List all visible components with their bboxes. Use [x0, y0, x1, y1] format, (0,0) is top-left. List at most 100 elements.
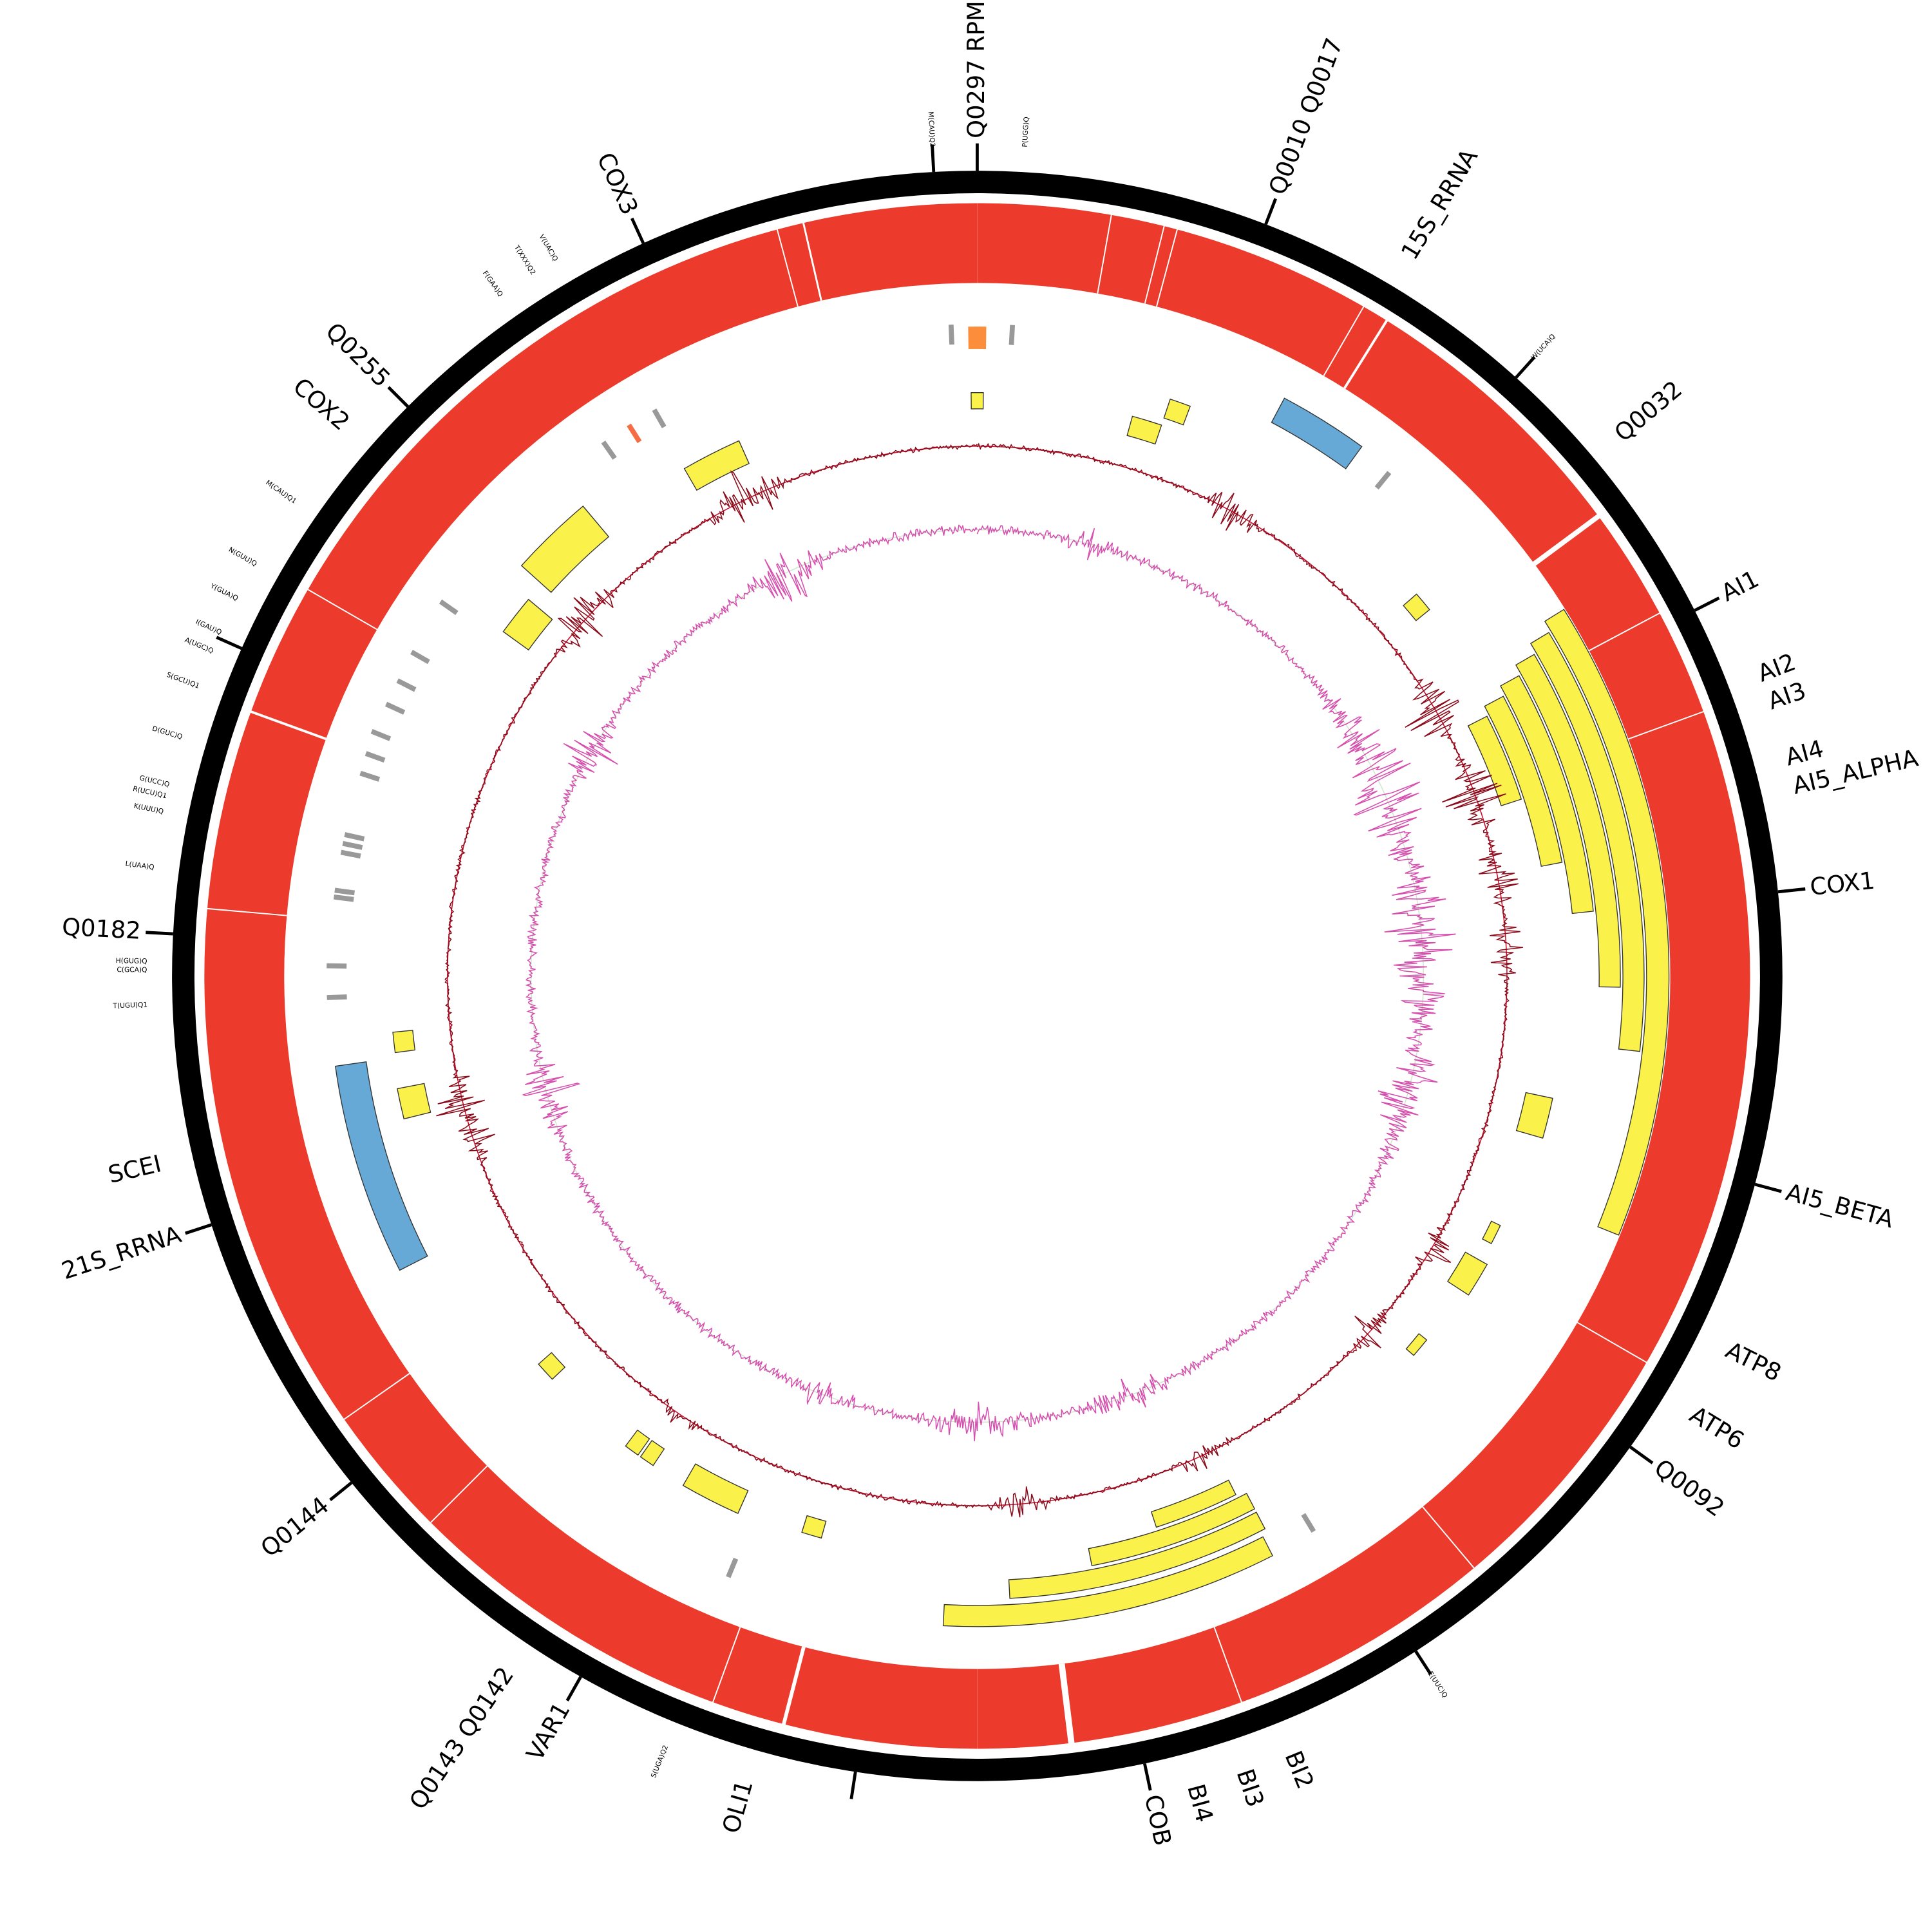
position-tick: [1694, 596, 1720, 612]
feature-block: [502, 598, 553, 651]
trna-dash: [327, 994, 347, 1000]
position-tick: [329, 1481, 353, 1502]
coverage-gap: [307, 588, 377, 630]
feature-block: [1150, 1479, 1236, 1528]
position-tick: [216, 636, 243, 650]
trna-dash: [410, 650, 430, 665]
feature-block: [683, 440, 750, 491]
trna-dash: [333, 894, 354, 902]
coverage-gap: [781, 1646, 806, 1726]
feature-block: [1126, 415, 1162, 445]
feature-block: [1405, 1332, 1428, 1356]
feature-block: [1403, 593, 1430, 621]
position-tick: [146, 931, 173, 936]
coverage-gap: [776, 228, 799, 307]
feature-block: [392, 1030, 416, 1054]
trna-label: L(UAA)Q: [125, 859, 155, 871]
rrna-block: [334, 1061, 428, 1271]
coverage-gap: [1323, 305, 1365, 377]
gene-label: Q0182: [61, 913, 142, 945]
gene-label: Q0297 RPM1: [962, 0, 990, 138]
coverage-gap: [1589, 612, 1662, 652]
trna-dash: [396, 678, 417, 692]
orange-block: [968, 327, 987, 350]
coverage-gap: [205, 907, 287, 916]
trna-dash: [334, 887, 355, 896]
trna-label: H(GUG)Q: [116, 956, 147, 965]
feature-block: [801, 1515, 827, 1539]
coverage-gap: [1422, 1506, 1475, 1569]
feature-block: [1008, 1511, 1266, 1599]
trna-dash: [601, 440, 617, 460]
trna-dash: [948, 324, 954, 345]
coverage-gap: [1213, 1627, 1243, 1704]
trna-dash: [344, 832, 365, 842]
feature-block: [1482, 1220, 1501, 1244]
trna-dash: [370, 728, 392, 741]
position-tick: [185, 1223, 213, 1235]
feature-block: [520, 506, 610, 593]
feature-block: [1467, 715, 1522, 806]
coverage-gap: [712, 1627, 741, 1704]
feature-block: [1446, 1251, 1488, 1296]
trna-label: P(UGG)Q: [1021, 117, 1031, 147]
coverage-gap: [1628, 710, 1705, 740]
coverage-gap: [343, 1372, 410, 1421]
position-tick: [1754, 1182, 1782, 1193]
trna-dash: [384, 701, 406, 715]
coverage-gap: [1097, 213, 1113, 294]
feature-block: [1500, 675, 1594, 914]
coverage-gap: [1156, 228, 1179, 307]
feature-block: [538, 1352, 566, 1380]
rrna-block: [1271, 397, 1363, 469]
gene-label: COX1: [1808, 867, 1876, 901]
coverage-gap: [1577, 1321, 1648, 1364]
feature-block: [1544, 609, 1670, 1236]
position-tick: [1264, 198, 1278, 225]
feature-block: [1530, 632, 1645, 1052]
trna-dash: [359, 770, 381, 782]
outer-ring: [172, 171, 1783, 1781]
coverage-gap: [1343, 319, 1388, 389]
trna-dash: [1301, 1513, 1316, 1533]
trna-label: C(GCA)Q: [117, 965, 147, 974]
position-tick: [1143, 1763, 1152, 1791]
trna-label: T(UGU)Q1: [112, 1000, 147, 1010]
gc-skew-track: [436, 442, 1524, 1518]
feature-block: [1515, 654, 1621, 988]
coverage-gap: [802, 222, 822, 301]
position-tick: [1414, 1650, 1432, 1676]
position-tick: [931, 144, 936, 173]
feature-block: [971, 392, 984, 410]
coverage-gap: [249, 710, 327, 741]
feature-block: [682, 1463, 749, 1514]
trna-dash: [439, 599, 459, 616]
position-tick: [1629, 1445, 1654, 1464]
trna-dash: [365, 751, 386, 763]
position-tick: [1777, 887, 1806, 894]
trna-dash: [627, 423, 642, 444]
position-tick: [849, 1772, 857, 1799]
trna-dash: [340, 849, 361, 859]
feature-block: [1163, 398, 1191, 426]
feature-block: [1484, 696, 1563, 867]
position-tick: [387, 386, 410, 408]
position-tick: [630, 217, 645, 244]
trna-label: M(CAU)Q2: [927, 111, 937, 147]
feature-block: [1088, 1493, 1256, 1567]
coverage-gap: [1144, 225, 1166, 304]
trna-dash: [726, 1557, 739, 1578]
feature-block: [942, 1536, 1274, 1627]
feature-block: [1515, 1092, 1553, 1139]
coverage-gap: [1058, 1663, 1075, 1745]
trna-dash: [652, 408, 667, 429]
feature-block: [625, 1429, 650, 1456]
position-tick: [1515, 356, 1536, 379]
trna-dash: [342, 840, 363, 850]
gc-content-track: [522, 524, 1456, 1442]
coverage-gap: [429, 1465, 488, 1524]
trna-dash: [1009, 325, 1016, 345]
position-tick: [565, 1676, 582, 1701]
